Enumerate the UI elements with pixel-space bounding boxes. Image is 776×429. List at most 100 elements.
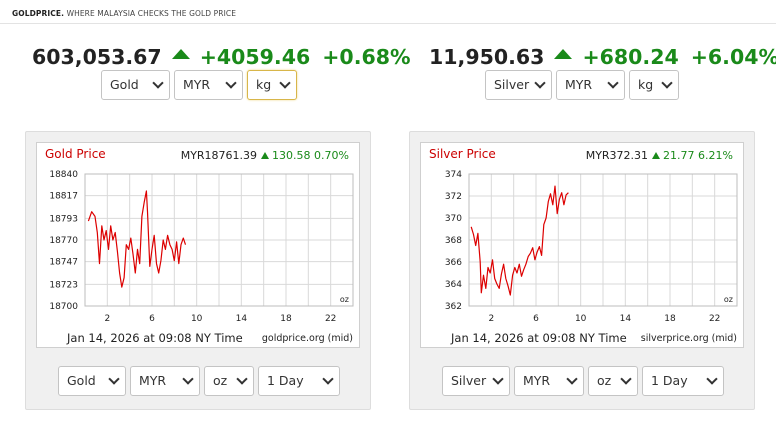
top-bar: GOLDPRICE. WHERE MALAYSIA CHECKS THE GOL… xyxy=(0,0,776,24)
y-tick-label: 366 xyxy=(445,258,462,268)
gold-chart-unit-select[interactable]: oz xyxy=(204,366,254,396)
select-value: MYR xyxy=(183,77,211,92)
gold-chart-title: Gold Price xyxy=(45,147,106,161)
silver-chart-title: Silver Price xyxy=(429,147,496,161)
gold-change-percent: +0.68% xyxy=(322,45,411,69)
up-arrow-icon xyxy=(652,152,661,159)
silver-chart-range-select[interactable]: 1 Day xyxy=(642,366,724,396)
gold-headline: 603,053.67 +4059.46 +0.68% xyxy=(32,43,411,71)
gold-up-arrow-icon xyxy=(171,49,190,59)
select-value: oz xyxy=(597,373,612,388)
x-tick-label: 6 xyxy=(533,314,539,324)
chevron-down-icon xyxy=(108,373,120,385)
chevron-down-icon xyxy=(566,373,578,385)
silver-chart-unit-select[interactable]: oz xyxy=(588,366,638,396)
select-value: Silver xyxy=(451,373,487,388)
x-tick-label: 14 xyxy=(620,314,632,324)
gold-chart-quote: MYR18761.39 130.58 0.70% xyxy=(181,149,349,162)
x-tick-label: 10 xyxy=(575,314,587,324)
site-brand[interactable]: GOLDPRICE. WHERE MALAYSIA CHECKS THE GOL… xyxy=(12,9,236,19)
silver-chart-quote: MYR372.31 21.77 6.21% xyxy=(586,149,733,162)
gold-bottom-selectors: Gold MYR oz 1 Day xyxy=(58,366,344,396)
select-value: kg xyxy=(256,77,272,92)
chevron-down-icon xyxy=(620,373,632,385)
chevron-down-icon xyxy=(492,373,504,385)
up-arrow-icon xyxy=(261,152,270,159)
x-tick-label: 10 xyxy=(191,314,203,324)
silver-headline: 11,950.63 +680.24 +6.04% xyxy=(429,43,776,71)
x-tick-label: 22 xyxy=(709,314,720,324)
silver-up-arrow-icon xyxy=(554,49,573,59)
silver-chart-currency-select[interactable]: MYR xyxy=(514,366,584,396)
gold-metal-select[interactable]: Gold xyxy=(101,70,170,100)
silver-metal-select[interactable]: Silver xyxy=(485,70,552,100)
gold-chart-panel: 18840 18817 18793 18770 18747 18723 18700 2 6 10 1… xyxy=(25,131,371,410)
gold-price: 603,053.67 xyxy=(32,45,162,69)
gold-unit-select[interactable]: kg xyxy=(247,70,297,100)
silver-price: 11,950.63 xyxy=(429,45,545,69)
select-value: oz xyxy=(213,373,228,388)
chevron-down-icon xyxy=(152,77,164,89)
gold-chart-quote-change: 130.58 xyxy=(272,149,311,162)
gold-chart-quote-price: MYR18761.39 xyxy=(180,149,258,162)
gold-change: +4059.46 xyxy=(199,45,311,69)
silver-chart-quote-price: MYR372.31 xyxy=(585,149,649,162)
gold-chart-currency-select[interactable]: MYR xyxy=(130,366,200,396)
gold-chart: 18840 18817 18793 18770 18747 18723 18700 2 6 10 1… xyxy=(36,142,360,348)
price-line-series xyxy=(87,190,187,288)
x-tick-label: 14 xyxy=(236,314,248,324)
silver-chart-quote-percent: 6.21% xyxy=(698,149,733,162)
chevron-down-icon xyxy=(534,77,546,89)
chart-grid xyxy=(468,173,738,307)
select-value: 1 Day xyxy=(651,373,688,388)
x-tick-label: 2 xyxy=(488,314,494,324)
brand-name: GOLDPRICE. xyxy=(12,9,65,18)
plot-border xyxy=(468,173,738,307)
x-tick-label: 18 xyxy=(280,314,292,324)
y-tick-label: 374 xyxy=(445,170,462,180)
silver-chart-metal-select[interactable]: Silver xyxy=(442,366,510,396)
select-value: Silver xyxy=(494,77,530,92)
x-tick-label: 18 xyxy=(664,314,676,324)
price-line-series xyxy=(470,185,569,296)
y-tick-label: 18747 xyxy=(49,258,78,268)
select-value: MYR xyxy=(565,77,593,92)
silver-chart-svg: 374 372 370 368 366 364 362 2 6 10 14 18 22 oz xyxy=(445,170,738,324)
silver-chart-quote-change: 21.77 xyxy=(663,149,695,162)
y-tick-label: 18700 xyxy=(49,302,78,312)
silver-change-percent: +6.04% xyxy=(690,45,776,69)
silver-top-selectors: Silver MYR kg xyxy=(485,70,683,100)
y-tick-label: 362 xyxy=(445,302,462,312)
chevron-down-icon xyxy=(236,373,248,385)
chevron-down-icon xyxy=(322,373,334,385)
select-value: Gold xyxy=(67,373,96,388)
gold-chart-range-select[interactable]: 1 Day xyxy=(258,366,340,396)
chevron-down-icon xyxy=(225,77,237,89)
y-tick-label: 368 xyxy=(445,236,462,246)
chevron-down-icon xyxy=(607,77,619,89)
chevron-down-icon xyxy=(706,373,718,385)
y-tick-label: 370 xyxy=(445,214,462,224)
y-tick-label: 372 xyxy=(445,192,462,202)
select-value: MYR xyxy=(139,373,167,388)
y-tick-label: 18840 xyxy=(49,170,78,180)
silver-chart-source: silverprice.org (mid) xyxy=(640,333,737,344)
y-tick-label: 18793 xyxy=(49,214,78,224)
y-tick-label: 18817 xyxy=(49,192,78,202)
y-tick-label: 18770 xyxy=(49,236,78,246)
x-tick-label: 2 xyxy=(104,314,110,324)
silver-bottom-selectors: Silver MYR oz 1 Day xyxy=(442,366,728,396)
chart-grid xyxy=(84,173,354,307)
silver-unit-select[interactable]: kg xyxy=(629,70,679,100)
unit-label: oz xyxy=(340,295,349,304)
select-value: Gold xyxy=(110,77,139,92)
gold-chart-date: Jan 14, 2026 at 09:08 NY Time xyxy=(67,331,243,345)
gold-currency-select[interactable]: MYR xyxy=(174,70,243,100)
gold-chart-metal-select[interactable]: Gold xyxy=(58,366,126,396)
select-value: kg xyxy=(638,77,654,92)
chevron-down-icon xyxy=(279,77,291,89)
gold-top-selectors: Gold MYR kg xyxy=(101,70,301,100)
silver-currency-select[interactable]: MYR xyxy=(556,70,625,100)
y-tick-label: 18723 xyxy=(49,280,78,290)
plot-border xyxy=(84,173,354,307)
